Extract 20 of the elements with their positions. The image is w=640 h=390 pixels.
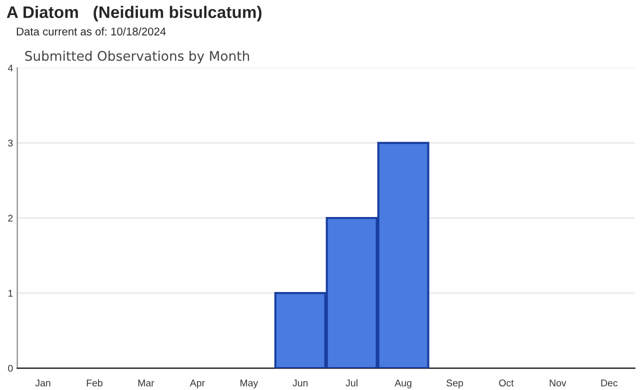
x-tick-label: Aug [394,380,412,388]
y-tick-label: 3 [8,140,13,147]
y-tick-label: 4 [8,64,13,72]
y-tick-label: 0 [8,364,13,372]
x-tick-label: Jan [35,380,50,386]
x-tick-label: Jul [346,379,358,386]
x-tick-label: Oct [499,380,514,386]
x-tick-label: May [240,380,258,388]
x-tick-label: Jun [292,380,308,386]
y-tick-label: 1 [8,290,13,297]
x-tick-label: Nov [550,380,566,386]
chart-subtitle: Data current as of: 10/18/2024 [16,27,166,36]
text: Submitted Observations by Month [25,50,250,64]
x-tick-label: Dec [601,380,618,386]
y-tick-label: 2 [8,214,13,222]
chart-title: A Diatom (Neidium bisulcatum) [6,6,262,22]
x-tick-label: Mar [138,380,154,386]
x-tick-label: Feb [86,379,102,386]
x-tick-label: Apr [190,380,205,388]
x-tick-label: Sep [446,380,463,388]
